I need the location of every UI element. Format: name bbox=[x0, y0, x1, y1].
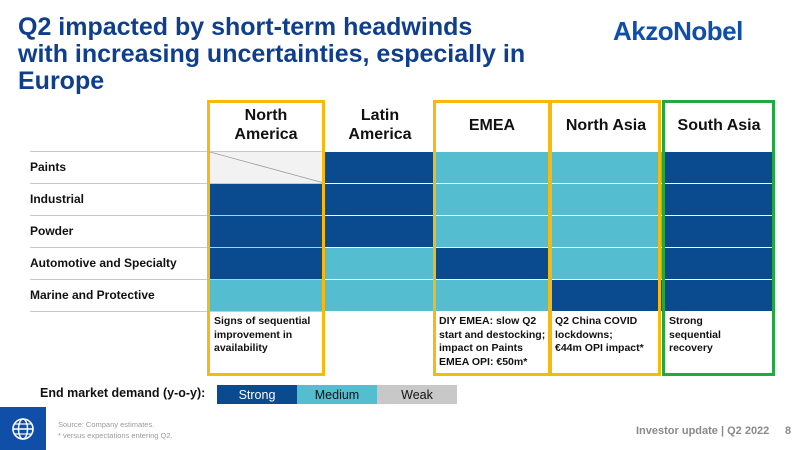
grid-cell-strong bbox=[662, 152, 773, 183]
report-label: Investor update | Q2 2022 bbox=[636, 425, 770, 437]
legend-medium: Medium bbox=[297, 385, 377, 404]
note-north-asia: Q2 China COVID lockdowns; €44m OPI impac… bbox=[555, 315, 644, 354]
weak-diagonal bbox=[210, 152, 324, 183]
legend-weak: Weak bbox=[377, 385, 457, 404]
grid-cell-strong bbox=[210, 216, 324, 247]
grid-cell-medium bbox=[436, 216, 549, 247]
grid-cell-strong bbox=[662, 216, 773, 247]
row-label-powder: Powder bbox=[30, 224, 74, 238]
grid-cell-strong bbox=[210, 184, 324, 215]
column-header-emea: EMEA bbox=[468, 116, 516, 134]
column-header-north-asia: North Asia bbox=[565, 116, 647, 134]
title-line-2: with increasing uncertainties, especiall… bbox=[18, 40, 526, 95]
globe-icon bbox=[0, 407, 46, 450]
column-header-latin-america: Latin America bbox=[348, 107, 412, 143]
column-header-north-america: North America bbox=[234, 107, 298, 143]
row-label-industrial: Industrial bbox=[30, 192, 85, 206]
grid-cell-strong bbox=[549, 280, 662, 311]
page-number: 8 bbox=[785, 425, 792, 437]
row-label-marine: Marine and Protective bbox=[30, 288, 155, 302]
grid-cell-strong bbox=[324, 216, 436, 247]
row-divider bbox=[30, 151, 322, 152]
grid-cell-medium bbox=[549, 184, 662, 215]
grid-cell-strong bbox=[662, 280, 773, 311]
grid-cell-strong bbox=[324, 152, 436, 183]
row-divider bbox=[30, 247, 322, 248]
title-line-1: Q2 impacted by short-term headwinds bbox=[18, 13, 473, 41]
highlight-frame-north-america bbox=[207, 100, 325, 376]
footnote: * versus expectations entering Q2. bbox=[58, 431, 173, 440]
note-emea: DIY EMEA: slow Q2 start and destocking; … bbox=[439, 315, 546, 368]
grid-cell-medium bbox=[549, 216, 662, 247]
grid-cell-medium bbox=[549, 248, 662, 279]
grid-cell-medium bbox=[436, 152, 549, 183]
row-label-automotive: Automotive and Specialty bbox=[30, 256, 177, 270]
highlight-frame-emea bbox=[433, 100, 551, 376]
grid-cell-medium bbox=[436, 184, 549, 215]
grid-cell-strong bbox=[436, 248, 549, 279]
highlight-frame-north-asia bbox=[549, 100, 661, 376]
grid-cell-medium bbox=[324, 280, 436, 311]
grid-cell-medium bbox=[549, 152, 662, 183]
legend-title: End market demand (y-o-y): bbox=[40, 386, 206, 400]
note-north-america: Signs of sequential improvement in avail… bbox=[214, 315, 311, 354]
grid-cell-medium bbox=[210, 280, 324, 311]
note-south-asia: Strong sequential recovery bbox=[669, 315, 721, 354]
source-note: Source: Company estimates. bbox=[58, 420, 155, 429]
highlight-frame-south-asia bbox=[662, 100, 775, 376]
column-header-south-asia: South Asia bbox=[677, 116, 761, 134]
row-divider bbox=[30, 279, 322, 280]
grid-cell-weak bbox=[210, 152, 324, 183]
legend-strong: Strong bbox=[217, 385, 297, 404]
row-label-paints: Paints bbox=[30, 160, 67, 174]
grid-cell-strong bbox=[662, 184, 773, 215]
row-divider bbox=[30, 215, 322, 216]
grid-cell-medium bbox=[324, 248, 436, 279]
grid-cell-strong bbox=[324, 184, 436, 215]
grid-cell-medium bbox=[436, 280, 549, 311]
row-divider bbox=[30, 311, 322, 312]
akzonobel-logo: AkzoNobel bbox=[613, 16, 743, 46]
grid-cell-strong bbox=[210, 248, 324, 279]
slide-title: Q2 impacted by short-term headwinds with… bbox=[18, 14, 598, 95]
row-divider bbox=[30, 183, 322, 184]
grid-cell-strong bbox=[662, 248, 773, 279]
